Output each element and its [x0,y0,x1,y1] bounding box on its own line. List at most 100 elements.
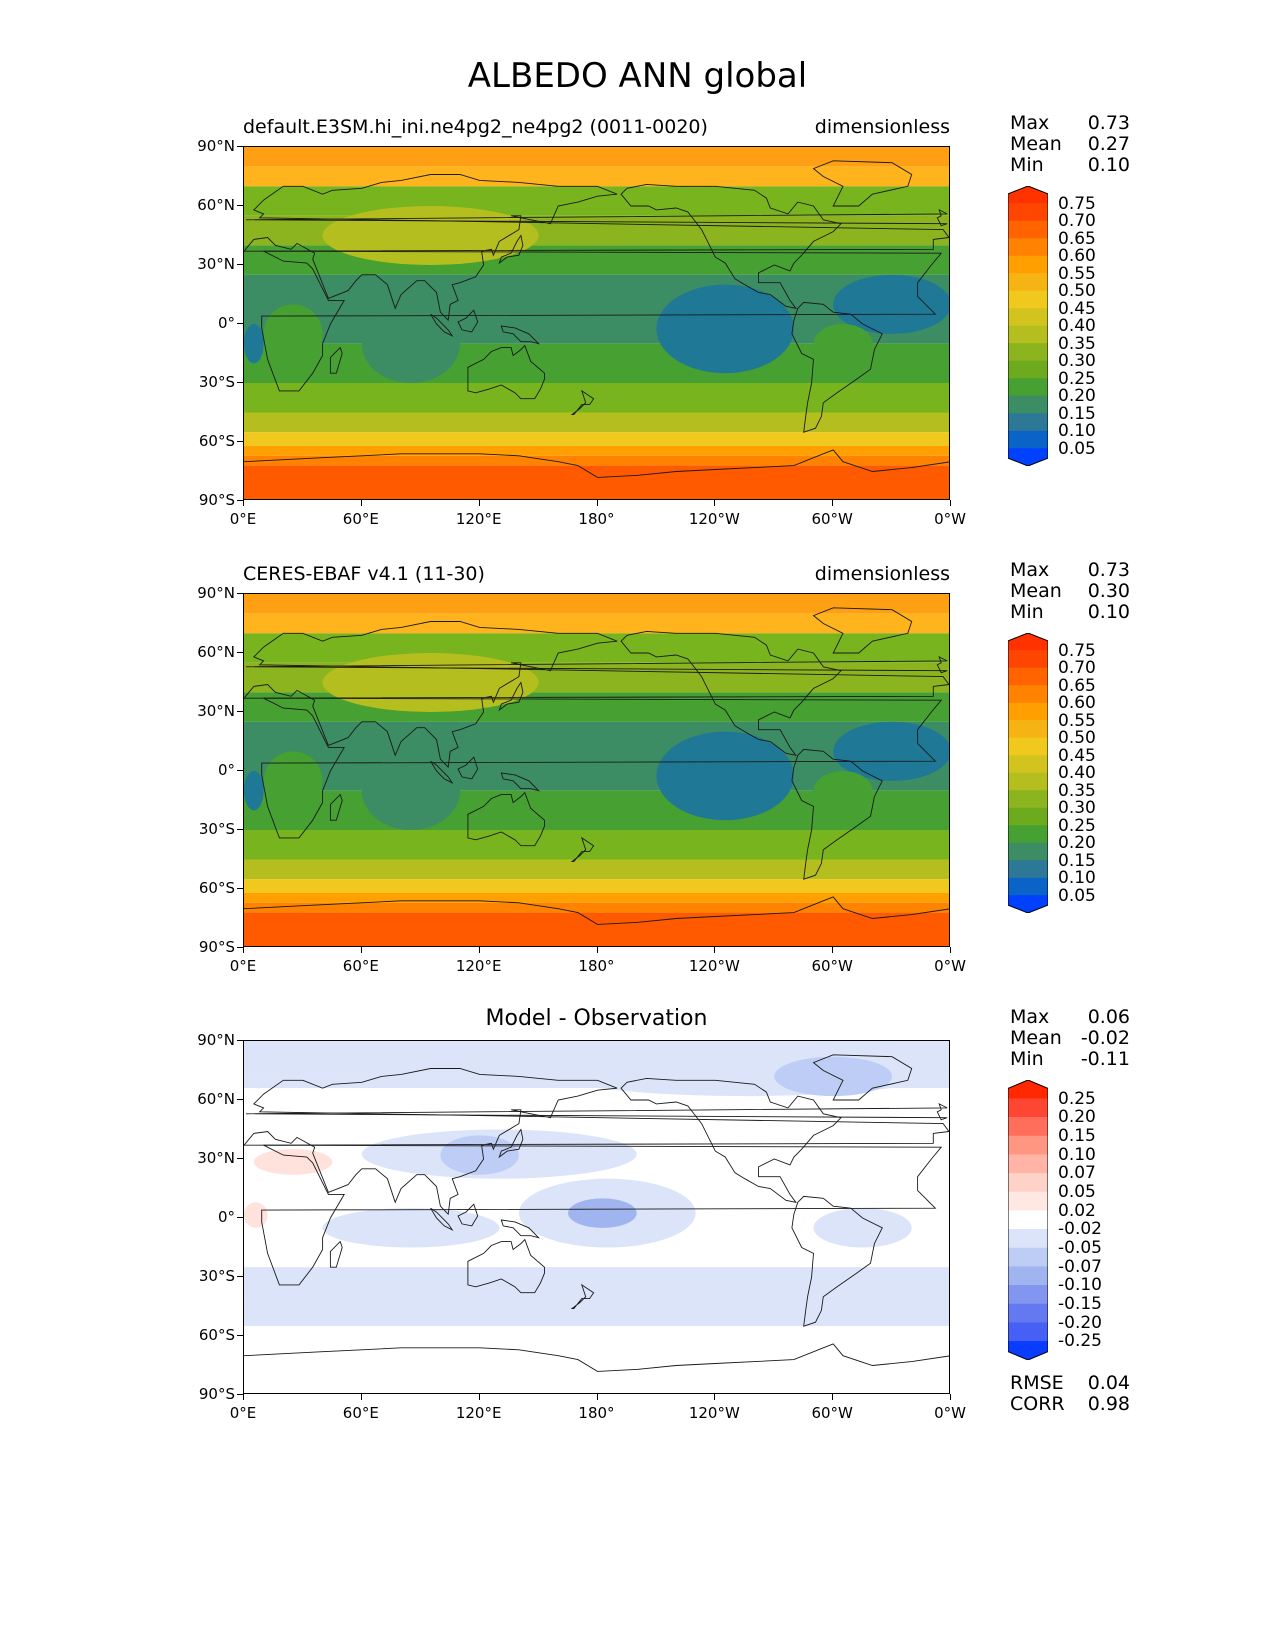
panel-units: dimensionless [814,116,950,138]
lon-tick-mark [832,1394,834,1400]
contour-band [244,186,949,216]
diff-neg-eastasia-blob [440,1135,519,1175]
antarctica-edge [244,1343,949,1372]
colorbar-tick-label: 0.45 [1058,298,1096,319]
australia-outline [467,791,545,847]
sumatra-outline [430,313,454,337]
lat-tick-label: 90°N [197,584,235,602]
stat-label-mean: Mean [1010,580,1062,602]
colorbar-segment [1007,737,1049,756]
lon-tick-label: 60°E [342,1404,379,1422]
colorbar-segment [1007,255,1049,274]
new-zealand-outline [570,1283,595,1309]
colorbar-tick-label: 0.15 [1058,403,1096,424]
lon-tick-label: 180° [578,1404,615,1422]
contour-band [244,432,949,446]
colorbar-tick-label: 0.15 [1058,1126,1096,1146]
south-america-outline [791,301,883,433]
sumatra-outline [430,1207,454,1231]
colorbar-segment [1007,1266,1049,1286]
colorbar-tick-label: 0.70 [1058,658,1096,678]
colorbar-segment [1007,1079,1049,1099]
lat-tick-label: 90°N [197,1031,235,1049]
colorbar-segment [1007,360,1049,379]
colorbar-segment [1007,1191,1049,1211]
colorbar-segment [1007,667,1049,686]
australia-outline [467,1238,545,1294]
stat-label-max: Max [1010,559,1050,581]
lat-tick-label: 90°S [198,938,235,956]
borneo-outline [457,756,479,780]
colorbar-segment [1007,1135,1049,1155]
lat-tick-label: 30°S [198,820,235,838]
colorbar-segment [1007,238,1049,257]
lon-tick-label: 0°E [229,1404,257,1422]
lon-tick-mark [596,500,598,506]
lat-tick-mark [237,205,243,206]
stat-value-mean: 0.30 [1087,580,1130,602]
colorbar-segment [1007,1154,1049,1174]
colorbar-tick-label: -0.20 [1058,1312,1102,1333]
colorbar-obs [1007,632,1049,914]
lat-tick-mark [237,146,243,147]
stat-value-mean: 0.27 [1087,133,1130,155]
lon-tick-mark [360,500,362,506]
contour-band [244,892,949,903]
colorbar-tick-label: 0.60 [1058,693,1096,713]
colorbar-tick-label: 0.30 [1058,798,1096,818]
stat-label-corr: CORR [1010,1393,1065,1415]
lat-tick-mark [237,1158,243,1159]
lon-tick-label: 0°W [934,510,966,528]
stat-value-min: 0.10 [1087,601,1130,623]
colorbar-tick-label: 0.25 [1058,815,1096,836]
map-africa-green-blob [263,304,323,364]
colorbar-model [1007,185,1049,467]
lon-tick-label: 0°W [934,1404,966,1422]
colorbar-segment [1007,860,1049,879]
map-indian-low-blob [361,751,461,830]
colorbar-tick-label: 0.50 [1058,281,1096,301]
madagascar-outline [329,1240,343,1268]
panel-title-left: default.E3SM.hi_ini.ne4pg2_ne4pg2 (0011-… [243,116,708,138]
lon-tick-mark [832,947,834,953]
greenland-outline [812,607,913,654]
map-atlantic-low-blob [833,274,949,334]
lat-tick-mark [237,593,243,594]
colorbar-segment [1007,1247,1049,1267]
colorbar-tick-label: 0.02 [1058,1200,1096,1221]
map-frame-model [243,146,950,500]
colorbar-segment [1007,343,1049,362]
colorbar-tick-label: -0.10 [1058,1275,1102,1296]
africa-outline [261,250,943,392]
stat-value-max: 0.06 [1087,1006,1130,1028]
colorbar-segment [1007,325,1049,344]
lon-tick-label: 120°W [688,957,740,975]
colorbar-tick-label: 0.25 [1058,368,1096,389]
colorbar-tick-label: 0.75 [1058,193,1096,214]
south-america-outline [791,1195,883,1327]
colorbar-segment [1007,807,1049,826]
map-samerica-green-blob [813,324,873,364]
lat-tick-mark [237,1394,243,1395]
new-guinea-outline [500,1219,541,1239]
diff-pos-atlantic-blob [244,1202,268,1228]
lat-tick-mark [237,441,243,442]
north-america-outline [620,183,842,309]
lat-tick-label: 90°S [198,1385,235,1403]
lat-tick-mark [237,382,243,383]
contour-band [244,902,949,913]
sumatra-outline [430,760,454,784]
colorbar-tick-label: 0.07 [1058,1163,1096,1184]
diff-pos-sahara-blob [253,1149,333,1175]
colorbar-segment [1007,1303,1049,1323]
figure-title: ALBEDO ANN global [467,56,808,96]
colorbar-segment [1007,685,1049,704]
stat-value-min: -0.11 [1080,1048,1130,1070]
japan-outline [498,1128,524,1159]
stat-value-max: 0.73 [1087,112,1130,134]
new-zealand-outline [570,836,595,862]
lon-tick-label: 0°W [934,957,966,975]
new-guinea-outline [500,772,541,792]
colorbar-segment [1007,877,1049,896]
contour-band [244,859,949,880]
